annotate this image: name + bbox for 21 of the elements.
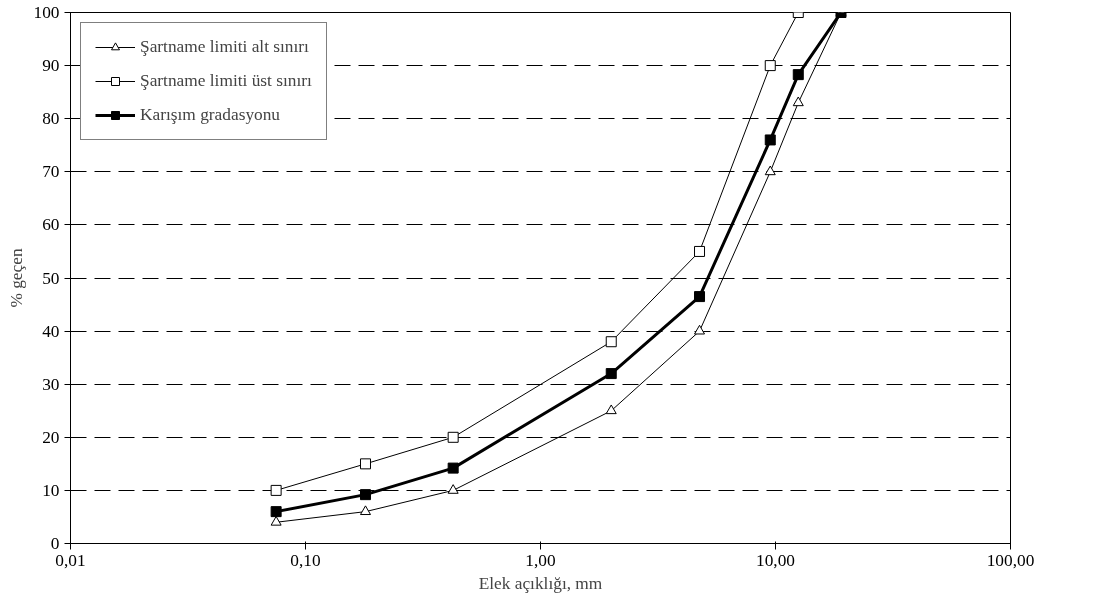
- x-tick-label: 1,00: [525, 550, 556, 570]
- y-tick-label: 10: [42, 480, 60, 500]
- x-tick-label: 10,00: [756, 550, 796, 570]
- y-tick-label: 50: [42, 268, 60, 288]
- x-tick-label: 100,00: [986, 550, 1035, 570]
- legend-label: Şartname limiti üst sınırı: [140, 71, 312, 91]
- y-tick-label: 0: [50, 534, 60, 553]
- y-tick-label: 30: [42, 374, 60, 394]
- legend-label: Karışım gradasyonu: [140, 105, 281, 125]
- y-axis-title: % geçen: [6, 248, 26, 308]
- y-tick-label: 90: [42, 56, 60, 76]
- x-tick-label: 0,10: [290, 550, 321, 570]
- legend-label: Şartname limiti alt sınırı: [140, 37, 309, 57]
- y-tick-label: 40: [42, 321, 60, 341]
- x-tick-label: 0,01: [55, 550, 86, 570]
- y-tick-label: 100: [33, 3, 60, 22]
- y-tick-label: 20: [42, 427, 60, 447]
- y-tick-label: 60: [42, 215, 60, 235]
- y-tick-label: 80: [42, 109, 60, 129]
- y-tick-label: 70: [42, 162, 60, 182]
- x-axis-title: Elek açıklığı, mm: [478, 573, 603, 593]
